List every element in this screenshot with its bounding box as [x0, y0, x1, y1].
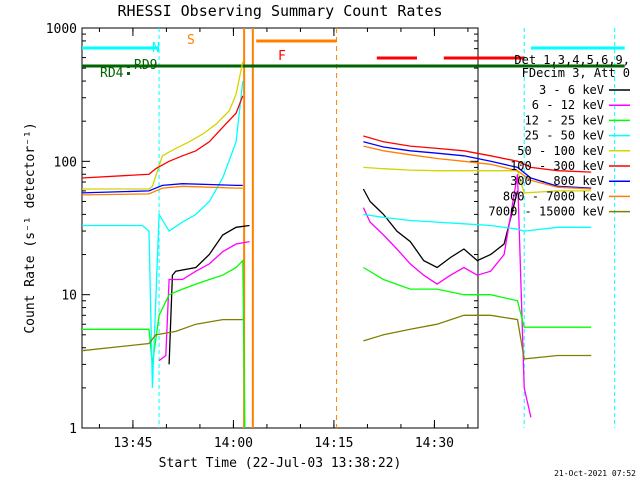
series-line-1	[158, 240, 250, 362]
y-tick-label: 10	[61, 289, 77, 304]
legend-label: 300 - 800 keV	[510, 174, 604, 188]
x-axis: 13:45 14:00 14:15 14:30	[98, 28, 469, 451]
series-line-1	[362, 174, 532, 418]
series-line-3	[82, 81, 244, 388]
series-line-4	[363, 166, 592, 194]
x-tick-label: 14:30	[415, 436, 454, 451]
rd4-label: RD4	[100, 66, 124, 81]
series-group	[81, 61, 592, 429]
plot-frame	[81, 27, 479, 429]
rd4-marker	[127, 72, 130, 75]
series-line-4	[82, 61, 244, 190]
flare-label: F	[278, 49, 286, 64]
legend-label: 3 - 6 keV	[539, 83, 604, 97]
y-tick-label: 1000	[46, 22, 77, 37]
y-tick-label: 1	[69, 422, 77, 437]
saa-label: S	[187, 33, 195, 48]
rd9-marker	[127, 65, 130, 68]
series-line-7	[363, 145, 592, 190]
series-line-7	[81, 185, 243, 196]
x-tick-label: 13:45	[113, 436, 152, 451]
chart-title: RHESSI Observing Summary Count Rates	[117, 2, 442, 20]
legend-label: 6 - 12 keV	[532, 98, 604, 112]
legend-label: 7000 - 15000 keV	[488, 205, 604, 219]
y-axis: 1 10 100 1000	[46, 22, 478, 437]
legend-label: 25 - 50 keV	[525, 129, 604, 143]
y-tick-label: 100	[54, 155, 77, 170]
series-line-8	[363, 314, 592, 360]
series-line-3	[363, 213, 592, 232]
series-line-2	[82, 259, 246, 429]
night-label: N	[152, 41, 160, 56]
legend-label: 100 - 300 keV	[510, 159, 604, 173]
series-line-5	[81, 95, 244, 179]
series-line-0	[362, 188, 519, 269]
series-line-5	[363, 135, 592, 173]
series-line-2	[363, 266, 592, 328]
series-line-6	[363, 141, 592, 189]
series-line-6	[81, 183, 243, 194]
x-axis-label: Start Time (22-Jul-03 13:38:22)	[159, 456, 402, 471]
series-line-0	[168, 224, 250, 365]
legend-label: 800 - 7000 keV	[503, 189, 604, 203]
legend-label: 50 - 100 keV	[517, 144, 604, 158]
x-tick-label: 14:15	[314, 436, 353, 451]
legend: Det 1,3,4,5,6,9,FDecim 3, Att 0 3 - 6 keV…	[488, 53, 630, 219]
rd9-label: RD9	[134, 58, 157, 73]
series-line-8	[81, 318, 243, 352]
x-tick-label: 14:00	[214, 436, 253, 451]
legend-header: FDecim 3, Att 0	[522, 66, 630, 80]
legend-header: Det 1,3,4,5,6,9,	[514, 53, 630, 67]
y-axis-label: Count Rate (s⁻¹ detector⁻¹)	[23, 122, 38, 333]
timestamp: 21-Oct-2021 07:52	[554, 469, 636, 478]
legend-label: 12 - 25 keV	[525, 113, 604, 127]
